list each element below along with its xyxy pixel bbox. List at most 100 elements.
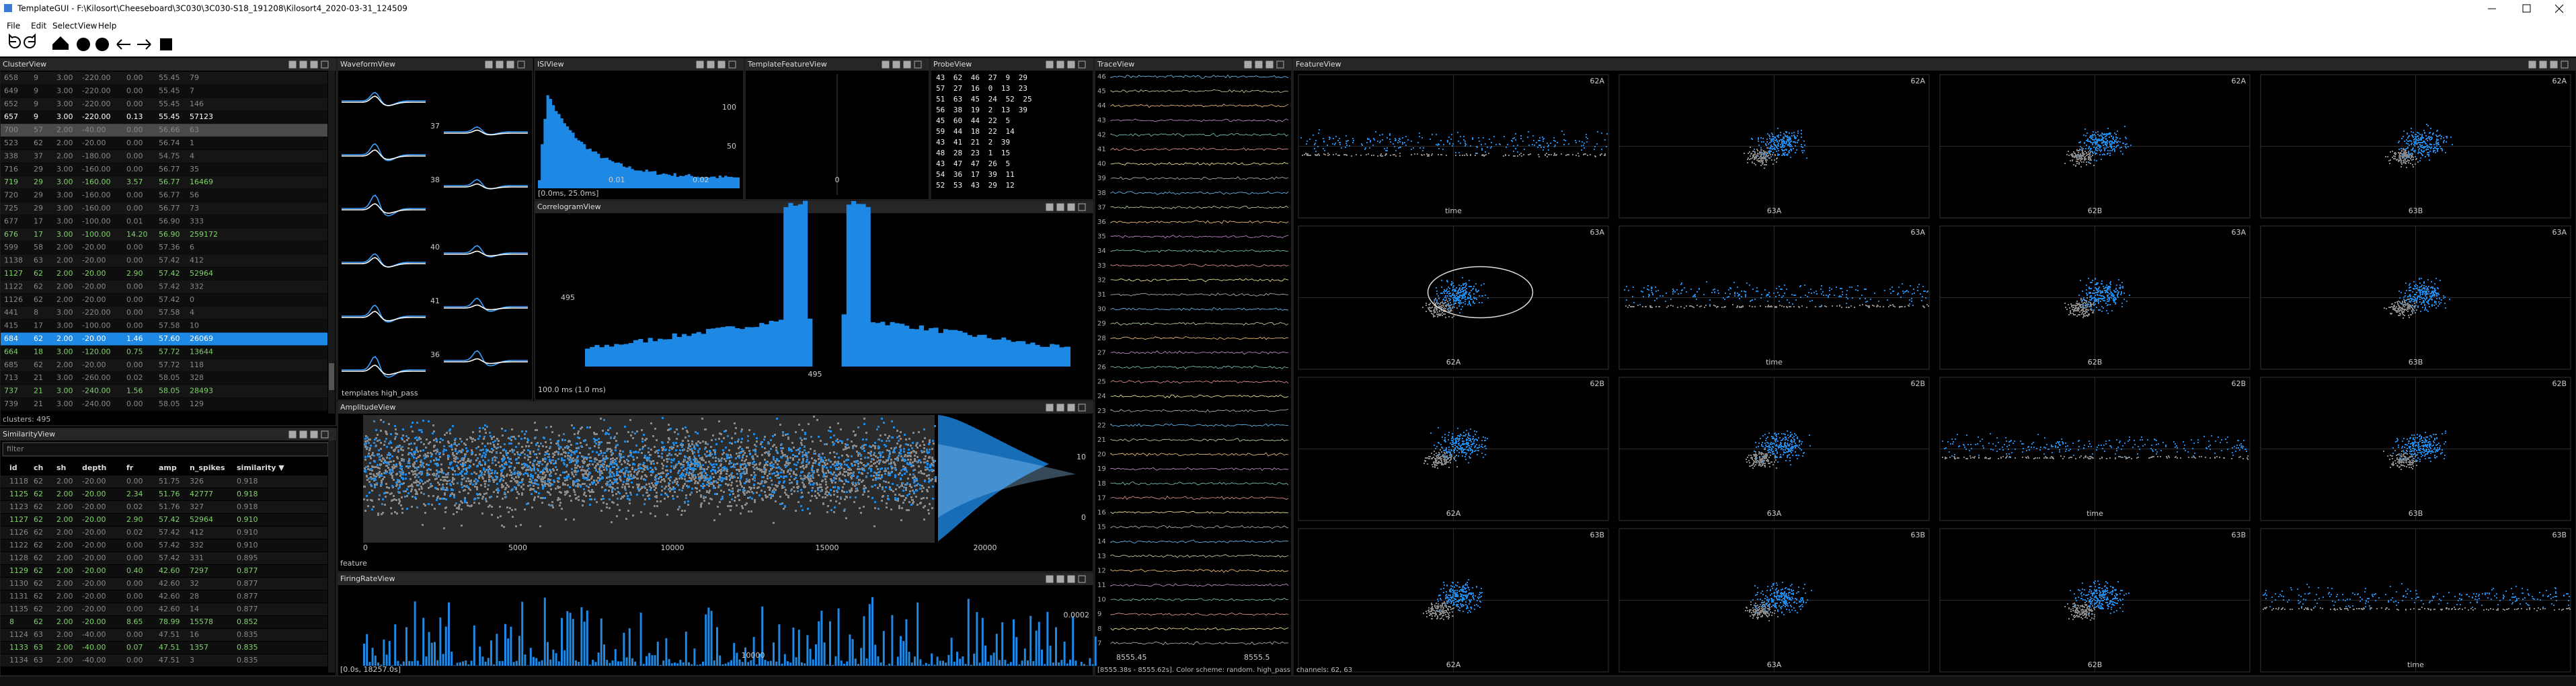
panel-button[interactable] bbox=[299, 61, 307, 69]
cluster-row[interactable] bbox=[1, 254, 327, 268]
cluster-row[interactable] bbox=[1, 110, 327, 124]
cluster-row[interactable] bbox=[1, 371, 327, 385]
cluster-row[interactable] bbox=[1, 385, 327, 398]
forward-circle-button[interactable] bbox=[95, 38, 109, 51]
cluster-row[interactable] bbox=[1, 98, 327, 111]
cluster-row[interactable] bbox=[1, 202, 327, 215]
panel-button[interactable] bbox=[2561, 61, 2569, 69]
cluster-row[interactable] bbox=[1, 332, 327, 346]
panel-button[interactable] bbox=[2550, 61, 2558, 69]
similarity-row[interactable] bbox=[1, 616, 327, 628]
cluster-row[interactable] bbox=[1, 293, 327, 307]
cluster-row[interactable] bbox=[1, 358, 327, 372]
panel-button[interactable] bbox=[903, 61, 911, 69]
panel-button[interactable] bbox=[1078, 61, 1086, 69]
panel-button[interactable] bbox=[717, 61, 726, 69]
lasso[interactable] bbox=[1427, 266, 1534, 319]
panel-button[interactable] bbox=[1067, 203, 1075, 211]
cluster-row[interactable] bbox=[1, 319, 327, 333]
cluster-row[interactable] bbox=[1, 137, 327, 150]
cluster-row[interactable] bbox=[1, 71, 327, 85]
panel-button[interactable] bbox=[1244, 61, 1252, 69]
panel-button[interactable] bbox=[696, 61, 704, 69]
similarity-row[interactable] bbox=[1, 488, 327, 500]
panel-button[interactable] bbox=[299, 430, 307, 439]
panel-button[interactable] bbox=[1276, 61, 1284, 69]
cluster-row[interactable] bbox=[1, 124, 327, 137]
similarity-row[interactable] bbox=[1, 654, 327, 666]
cluster-row[interactable] bbox=[1, 228, 327, 241]
cluster-row[interactable] bbox=[1, 149, 327, 163]
close-button[interactable] bbox=[2554, 4, 2564, 13]
maximize-button[interactable] bbox=[2522, 4, 2531, 13]
similarity-row[interactable] bbox=[1, 603, 327, 615]
similarity-row[interactable] bbox=[1, 527, 327, 539]
home-button[interactable] bbox=[52, 36, 69, 50]
similarity-row[interactable] bbox=[1, 578, 327, 590]
panel-button[interactable] bbox=[1046, 404, 1054, 412]
panel-button[interactable] bbox=[288, 430, 297, 439]
panel-button[interactable] bbox=[2539, 61, 2547, 69]
panel-button[interactable] bbox=[1078, 404, 1086, 412]
similarity-row[interactable] bbox=[1, 539, 327, 551]
cluster-row[interactable] bbox=[1, 189, 327, 202]
cluster-row[interactable] bbox=[1, 241, 327, 254]
similarity-row[interactable] bbox=[1, 565, 327, 577]
similarity-row[interactable] bbox=[1, 552, 327, 564]
panel-button[interactable] bbox=[1056, 575, 1064, 583]
similarity-row[interactable] bbox=[1, 590, 327, 603]
cluster-row[interactable] bbox=[1, 267, 327, 280]
panel-button[interactable] bbox=[1078, 203, 1086, 211]
panel-button[interactable] bbox=[1265, 61, 1274, 69]
panel-button[interactable] bbox=[517, 61, 525, 69]
redo-button[interactable] bbox=[24, 33, 36, 48]
similarity-row[interactable] bbox=[1, 629, 327, 641]
back-button[interactable] bbox=[116, 39, 130, 50]
panel-button[interactable] bbox=[506, 61, 514, 69]
panel-button[interactable] bbox=[1056, 404, 1064, 412]
panel-button[interactable] bbox=[1078, 575, 1086, 583]
similarity-row[interactable] bbox=[1, 642, 327, 654]
panel-button[interactable] bbox=[892, 61, 900, 69]
cluster-row[interactable] bbox=[1, 215, 327, 228]
panel-button[interactable] bbox=[485, 61, 493, 69]
panel-button[interactable] bbox=[1046, 575, 1054, 583]
similarity-row[interactable] bbox=[1, 475, 327, 488]
cluster-row[interactable] bbox=[1, 397, 327, 411]
undo-button[interactable] bbox=[8, 33, 21, 48]
cluster-row[interactable] bbox=[1, 280, 327, 293]
feature-blue-spikes bbox=[2398, 124, 2453, 161]
panel-button[interactable] bbox=[882, 61, 890, 69]
panel-button[interactable] bbox=[310, 430, 318, 439]
panel-button[interactable] bbox=[1046, 61, 1054, 69]
cluster-row[interactable] bbox=[1, 345, 327, 358]
back-circle-button[interactable] bbox=[77, 38, 90, 51]
panel-button[interactable] bbox=[1056, 61, 1064, 69]
panel-button[interactable] bbox=[1056, 203, 1064, 211]
panel-button[interactable] bbox=[914, 61, 922, 69]
panel-button[interactable] bbox=[321, 61, 329, 69]
panel-button[interactable] bbox=[310, 61, 318, 69]
panel-button[interactable] bbox=[1067, 61, 1075, 69]
similarity-row[interactable] bbox=[1, 514, 327, 526]
panel-button[interactable] bbox=[2528, 61, 2536, 69]
scrollbar-thumb[interactable] bbox=[329, 363, 334, 390]
panel-button[interactable] bbox=[1067, 404, 1075, 412]
cluster-row[interactable] bbox=[1, 84, 327, 98]
filter-input[interactable] bbox=[2, 442, 329, 457]
panel-button[interactable] bbox=[1255, 61, 1263, 69]
cluster-row[interactable] bbox=[1, 163, 327, 176]
save-button[interactable] bbox=[160, 38, 172, 50]
cluster-cell: 676 bbox=[4, 230, 18, 239]
cluster-row[interactable] bbox=[1, 306, 327, 319]
panel-button[interactable] bbox=[496, 61, 504, 69]
similarity-row[interactable] bbox=[1, 501, 327, 513]
panel-button[interactable] bbox=[728, 61, 736, 69]
panel-button[interactable] bbox=[1046, 203, 1054, 211]
panel-button[interactable] bbox=[288, 61, 297, 69]
forward-button[interactable] bbox=[137, 39, 151, 50]
panel-button[interactable] bbox=[321, 430, 329, 439]
cluster-row[interactable] bbox=[1, 176, 327, 189]
panel-button[interactable] bbox=[707, 61, 715, 69]
panel-button[interactable] bbox=[1067, 575, 1075, 583]
